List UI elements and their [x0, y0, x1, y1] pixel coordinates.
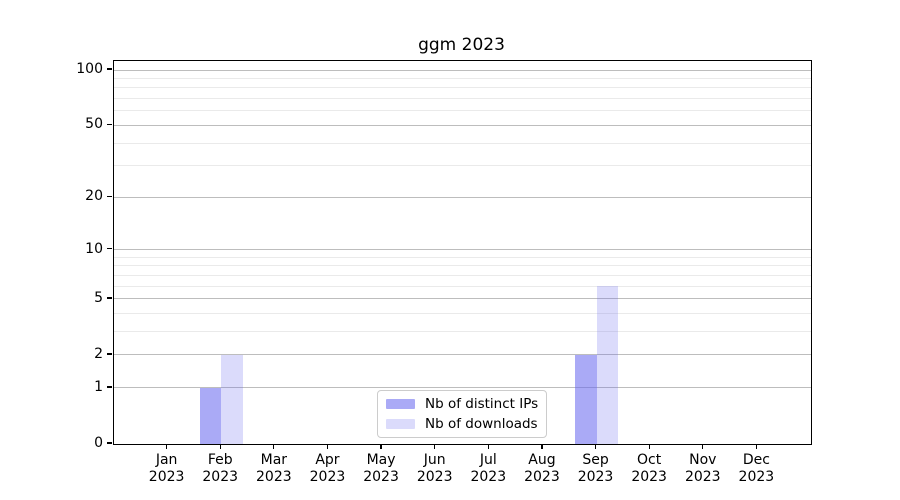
- x-tick-label: Mar 2023: [256, 452, 292, 485]
- bar-distinct-ips-feb: [199, 387, 222, 444]
- y-tick-label: 1: [94, 378, 103, 395]
- gridline-minor: [114, 285, 811, 287]
- y-tick-mark: [107, 123, 112, 126]
- y-tick-label: 50: [85, 116, 103, 133]
- legend-label-0: Nb of distinct IPs: [425, 396, 539, 412]
- legend-entry-distinct-ips: Nb of distinct IPs: [386, 396, 538, 412]
- chart-title: ggm 2023: [418, 35, 505, 55]
- x-tick-label: May 2023: [363, 452, 399, 485]
- x-tick-label: Sep 2023: [577, 452, 614, 485]
- gridline-minor: [114, 275, 811, 277]
- gridline-minor: [114, 142, 811, 144]
- bar-downloads-feb: [221, 354, 243, 444]
- y-tick-mark: [107, 68, 112, 70]
- plot-area: [113, 60, 812, 445]
- x-tick-mark: [273, 444, 275, 449]
- x-tick-mark: [755, 444, 758, 449]
- x-tick-label: Oct 2023: [631, 452, 667, 485]
- gridline-minor: [114, 110, 811, 112]
- gridline-minor: [114, 98, 811, 100]
- x-tick-label: Feb 2023: [202, 452, 239, 485]
- y-tick-mark: [107, 297, 112, 299]
- x-tick-mark: [487, 444, 489, 449]
- x-tick-label: Apr 2023: [309, 452, 346, 485]
- x-tick-label: Jul 2023: [470, 452, 507, 485]
- gridline-major: [114, 249, 811, 251]
- gridline-minor: [114, 313, 811, 315]
- gridline-minor: [114, 265, 811, 267]
- y-tick-label: 20: [85, 188, 103, 205]
- gridline-major: [114, 298, 811, 300]
- x-tick-label: Jan 2023: [148, 452, 185, 485]
- x-tick-label: Nov 2023: [684, 452, 721, 485]
- y-tick-label: 0: [94, 435, 103, 451]
- bar-downloads-sep: [596, 286, 619, 444]
- y-tick-label: 2: [94, 345, 103, 362]
- x-tick-mark: [219, 444, 221, 449]
- y-tick-mark: [107, 353, 112, 355]
- x-tick-mark: [541, 444, 543, 449]
- y-tick-mark: [107, 248, 112, 250]
- gridline-minor: [114, 78, 811, 80]
- y-tick-mark: [107, 386, 112, 388]
- legend-swatch-1: [386, 419, 415, 429]
- x-tick-label: Aug 2023: [524, 452, 560, 485]
- x-tick-label: Jun 2023: [416, 452, 453, 485]
- y-tick-label: 5: [94, 289, 103, 306]
- gridline-major: [114, 69, 811, 71]
- gridline-minor: [114, 331, 811, 333]
- legend-entry-downloads: Nb of downloads: [386, 416, 538, 432]
- gridline-minor: [114, 256, 811, 258]
- gridline-major: [114, 196, 811, 198]
- gridline-major: [114, 124, 811, 126]
- x-tick-mark: [434, 444, 436, 449]
- y-tick-mark: [107, 442, 112, 444]
- y-tick-label: 100: [76, 61, 103, 78]
- y-tick-mark: [107, 195, 112, 198]
- x-tick-mark: [326, 444, 329, 449]
- legend-label-1: Nb of downloads: [425, 416, 538, 432]
- x-tick-mark: [380, 444, 382, 449]
- x-tick-mark: [702, 444, 704, 449]
- x-tick-mark: [648, 444, 650, 449]
- x-tick-mark: [594, 444, 597, 449]
- legend-swatch-0: [386, 399, 415, 409]
- y-tick-label: 10: [85, 240, 103, 257]
- gridline-minor: [114, 87, 811, 89]
- x-tick-label: Dec 2023: [738, 452, 775, 485]
- gridline-minor: [114, 165, 811, 167]
- gridline-major: [114, 387, 811, 389]
- legend: Nb of distinct IPs Nb of downloads: [377, 390, 547, 438]
- x-tick-mark: [165, 444, 168, 449]
- gridline-major: [114, 354, 811, 356]
- bar-distinct-ips-sep: [575, 354, 597, 444]
